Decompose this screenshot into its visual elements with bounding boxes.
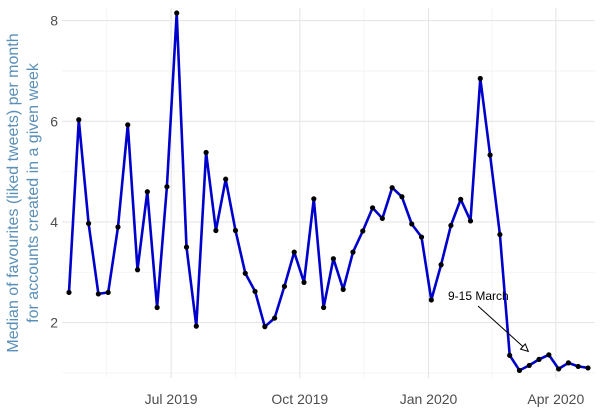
data-point xyxy=(134,267,141,273)
data-point xyxy=(350,249,356,255)
data-point xyxy=(369,205,376,211)
data-point xyxy=(252,288,258,295)
data-point xyxy=(183,244,190,250)
data-point xyxy=(272,315,278,321)
data-point xyxy=(516,367,523,374)
data-point xyxy=(585,365,591,371)
annotation-arrow-line xyxy=(477,305,529,352)
data-point xyxy=(105,289,111,296)
y-tick-label: 8 xyxy=(50,13,58,29)
data-point xyxy=(281,283,288,289)
data-point xyxy=(203,149,209,156)
data-point xyxy=(262,324,268,330)
data-point xyxy=(546,352,552,358)
data-point xyxy=(232,227,239,234)
data-point xyxy=(379,215,385,222)
data-point xyxy=(448,222,454,229)
data-point xyxy=(164,184,170,190)
data-point xyxy=(409,221,415,227)
annotation-arrowhead xyxy=(519,343,530,353)
data-point xyxy=(467,218,474,224)
data-point xyxy=(66,289,72,296)
data-point xyxy=(438,262,444,268)
data-point xyxy=(399,194,405,200)
annotation-group: 9-15 March xyxy=(448,289,530,353)
data-point xyxy=(360,228,366,234)
data-point xyxy=(311,196,317,202)
data-point xyxy=(125,122,131,128)
data-point xyxy=(536,356,542,362)
y-tick-label: 2 xyxy=(50,315,58,331)
data-point xyxy=(477,75,483,82)
data-point xyxy=(389,185,395,191)
data-point xyxy=(85,220,92,227)
data-point xyxy=(223,176,229,182)
annotation-label: 9-15 March xyxy=(448,289,509,303)
series-points-group xyxy=(66,10,591,374)
major-gridlines xyxy=(62,8,595,378)
data-point xyxy=(291,249,297,255)
data-point xyxy=(115,224,121,230)
data-point xyxy=(340,286,346,293)
data-point xyxy=(330,256,336,262)
data-point xyxy=(487,152,493,158)
data-point xyxy=(95,291,101,297)
data-point xyxy=(193,323,199,329)
data-point xyxy=(213,227,219,234)
data-point xyxy=(144,189,150,195)
data-point xyxy=(526,362,532,369)
data-point xyxy=(301,279,307,285)
x-tick-label: Oct 2019 xyxy=(271,391,328,407)
y-axis-tick-labels: 2 4 6 8 xyxy=(50,13,58,331)
data-point xyxy=(418,234,425,240)
series-line-group xyxy=(67,11,589,372)
data-point xyxy=(458,196,464,202)
data-point xyxy=(321,304,327,311)
data-point xyxy=(174,10,180,16)
data-point xyxy=(428,297,434,303)
x-tick-label: Jan 2020 xyxy=(400,391,458,407)
data-point xyxy=(565,360,572,366)
minor-gridlines xyxy=(62,8,595,378)
series-line xyxy=(67,11,589,372)
y-tick-label: 4 xyxy=(50,214,58,230)
x-tick-label: Jul 2019 xyxy=(145,391,198,407)
y-axis-label: Median of favourites (liked tweets) per … xyxy=(5,33,42,352)
y-tick-label: 6 xyxy=(50,113,58,129)
data-point xyxy=(76,117,82,123)
data-point xyxy=(154,304,160,311)
x-axis-tick-labels: Jul 2019 Oct 2019 Jan 2020 Apr 2020 xyxy=(145,391,585,407)
data-point xyxy=(497,231,503,238)
data-point xyxy=(575,363,581,370)
data-point xyxy=(556,366,562,372)
data-point xyxy=(507,352,513,358)
x-tick-label: Apr 2020 xyxy=(527,391,584,407)
data-point xyxy=(242,270,248,276)
